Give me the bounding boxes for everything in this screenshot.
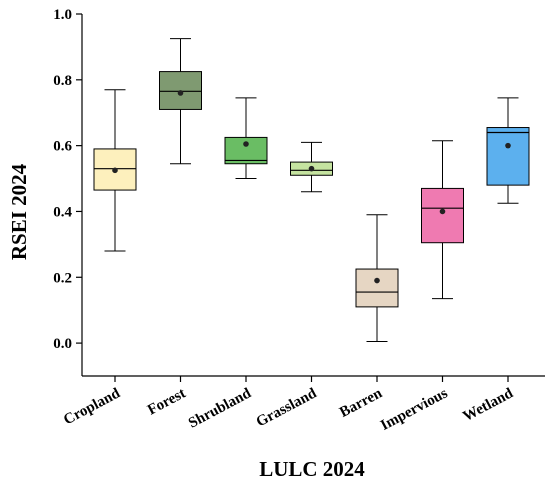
box-body	[355, 268, 399, 308]
y-axis-title: RSEI 2024	[7, 163, 31, 260]
box-barren	[355, 214, 399, 342]
y-tick-label: 0.6	[53, 139, 72, 155]
x-tick-label: Grassland	[254, 385, 320, 430]
y-tick-label: 0.4	[53, 204, 72, 220]
mean-point	[243, 141, 249, 147]
box-wetland	[486, 97, 530, 204]
box-cropland	[93, 89, 137, 252]
box-impervious	[421, 140, 464, 300]
x-tick-label: Barren	[337, 385, 385, 421]
x-tick-label: Wetland	[461, 385, 517, 425]
mean-point	[505, 142, 511, 149]
box-body	[486, 127, 530, 186]
mean-point	[177, 90, 184, 96]
mean-point	[374, 277, 380, 284]
box-forest	[159, 38, 202, 165]
box-grassland	[290, 141, 333, 193]
mean-point	[308, 165, 315, 172]
x-tick-label: Shrubland	[186, 385, 254, 432]
box-body	[421, 187, 464, 244]
x-axis-title: LULC 2024	[259, 457, 365, 481]
x-tick-label: Forest	[145, 385, 188, 418]
y-tick-label: 0.8	[53, 73, 72, 89]
y-tick-label: 0.0	[53, 336, 72, 352]
box-shrubland	[224, 97, 268, 180]
mean-point	[439, 208, 446, 215]
y-tick-label: 1.0	[53, 7, 72, 23]
mean-point	[112, 167, 118, 174]
y-tick-label: 0.2	[53, 270, 72, 286]
x-tick-label: Impervious	[378, 385, 450, 434]
x-tick-label: Cropland	[61, 385, 123, 428]
